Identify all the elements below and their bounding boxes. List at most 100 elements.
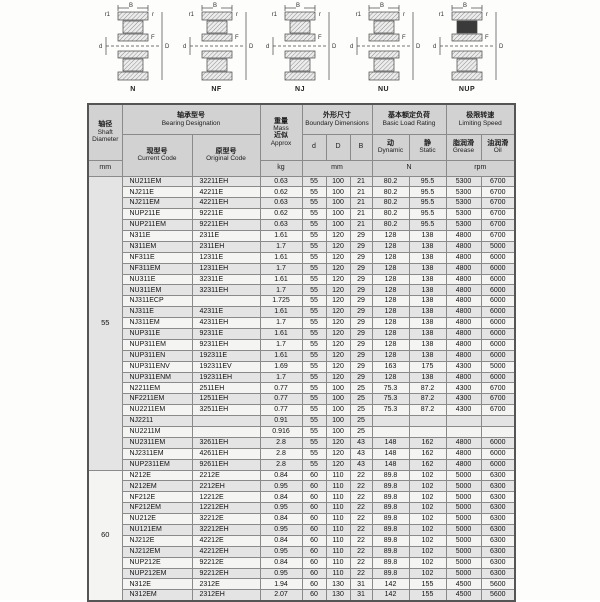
cell-static-load: 102 bbox=[408, 545, 447, 558]
cell-D: 120 bbox=[325, 273, 351, 286]
dim-label-D: D bbox=[499, 44, 504, 50]
cell-static-load bbox=[408, 415, 447, 427]
cell-static-load: 102 bbox=[408, 513, 447, 525]
cell-dynamic-load: 89.8 bbox=[371, 567, 410, 580]
cell-original-code: 92611EH bbox=[191, 458, 261, 471]
cell-B: 22 bbox=[349, 545, 373, 558]
header-static-cn: 静 bbox=[424, 139, 431, 147]
cell-current-code: NUP211EM bbox=[121, 219, 193, 231]
cell-dynamic-load: 128 bbox=[371, 349, 410, 362]
cell-current-code: NU2211EM bbox=[121, 404, 193, 417]
dim-label-D: D bbox=[332, 44, 337, 50]
cell-current-code: NJ212EM bbox=[121, 545, 193, 558]
cell-static-load: 138 bbox=[408, 295, 447, 308]
cell-D: 110 bbox=[325, 545, 351, 558]
cell-B: 31 bbox=[349, 589, 373, 602]
cell-B: 25 bbox=[349, 404, 373, 417]
cell-original-code: 192311EH bbox=[191, 371, 261, 384]
cell-d: 60 bbox=[301, 513, 327, 525]
cell-D: 120 bbox=[325, 327, 351, 340]
dim-label-F: F bbox=[485, 35, 489, 41]
cell-oil-speed: 6700 bbox=[480, 219, 516, 231]
cell-oil-speed: 6300 bbox=[480, 469, 516, 482]
cell-d: 60 bbox=[301, 578, 327, 591]
cell-B: 21 bbox=[349, 186, 373, 199]
cell-oil-speed: 5600 bbox=[480, 589, 516, 602]
cell-d: 55 bbox=[301, 186, 327, 199]
header-grease-en: Grease bbox=[452, 147, 475, 155]
cell-static-load: 138 bbox=[408, 327, 447, 340]
cell-oil-speed: 5000 bbox=[480, 360, 516, 373]
cell-mass: 0.95 bbox=[259, 502, 303, 515]
cell-dynamic-load: 75.3 bbox=[371, 382, 410, 395]
cell-current-code: NUP212EM bbox=[121, 567, 193, 580]
cell-current-code: NU121EM bbox=[121, 524, 193, 536]
table-row: NU311EM 32311EH 1.7 55 120 29 128 138 4800 6000 bbox=[88, 284, 516, 297]
dim-label-d: d bbox=[350, 44, 353, 50]
cell-dynamic-load: 128 bbox=[371, 371, 410, 384]
cell-static-load: 95.5 bbox=[408, 186, 447, 199]
cell-grease-speed: 5000 bbox=[445, 556, 482, 569]
cell-mass: 2.8 bbox=[259, 447, 303, 460]
cell-mass: 1.7 bbox=[259, 284, 303, 297]
cell-B: 22 bbox=[349, 534, 373, 547]
cell-B: 22 bbox=[349, 469, 373, 482]
cell-d: 55 bbox=[301, 338, 327, 351]
cell-D: 110 bbox=[325, 480, 351, 493]
table-row: N311EM 2311EH 1.7 55 120 29 128 138 4800 5000 bbox=[88, 240, 516, 253]
cell-grease-speed bbox=[445, 425, 482, 438]
cell-D: 110 bbox=[325, 513, 351, 525]
cell-oil-speed: 6000 bbox=[480, 306, 516, 319]
cell-original-code: 12212EH bbox=[191, 502, 261, 515]
cell-dynamic-load: 128 bbox=[371, 338, 410, 351]
cell-mass: 0.916 bbox=[259, 425, 303, 438]
cell-d: 60 bbox=[301, 567, 327, 580]
cell-dynamic-load: 128 bbox=[371, 262, 410, 275]
cell-static-load: 102 bbox=[408, 502, 447, 515]
cell-grease-speed: 4800 bbox=[445, 338, 482, 351]
dim-label-r1: r1 bbox=[105, 12, 111, 18]
cell-static-load: 138 bbox=[408, 262, 447, 275]
cell-D: 120 bbox=[325, 284, 351, 297]
cell-D: 110 bbox=[325, 534, 351, 547]
header-original-cn: 原型号 bbox=[215, 147, 237, 155]
cell-mass: 1.61 bbox=[259, 251, 303, 264]
cell-dynamic-load bbox=[371, 425, 410, 438]
cell-B: 29 bbox=[349, 251, 373, 264]
cell-mass: 1.61 bbox=[259, 349, 303, 362]
cell-dynamic-load: 128 bbox=[371, 284, 410, 297]
header-basic-load-rating: 基本额定负荷 Basic Load Rating bbox=[371, 103, 447, 135]
cell-static-load: 102 bbox=[408, 556, 447, 569]
cell-d: 55 bbox=[301, 306, 327, 319]
header-current-code: 现型号 Current Code bbox=[121, 133, 193, 177]
cell-oil-speed: 6700 bbox=[480, 175, 516, 188]
cell-d: 55 bbox=[301, 458, 327, 471]
cell-original-code: 92212E bbox=[191, 556, 261, 569]
header-boundary-cn: 外形尺寸 bbox=[323, 111, 351, 119]
cell-B: 21 bbox=[349, 175, 373, 188]
cell-dynamic-load: 89.8 bbox=[371, 491, 410, 504]
table-row: NUP311EM 92311EH 1.7 55 120 29 128 138 4800 6000 bbox=[88, 338, 516, 351]
cell-static-load: 138 bbox=[408, 338, 447, 351]
table-row: NUP311E 92311E 1.61 55 120 29 128 138 4800 6000 bbox=[88, 327, 516, 340]
cell-D: 120 bbox=[325, 458, 351, 471]
cell-dynamic-load: 163 bbox=[371, 360, 410, 373]
cell-static-load: 138 bbox=[408, 306, 447, 319]
cell-D: 120 bbox=[325, 295, 351, 308]
cell-grease-speed: 4300 bbox=[445, 404, 482, 417]
cell-oil-speed: 6000 bbox=[480, 295, 516, 308]
cell-grease-speed: 4800 bbox=[445, 284, 482, 297]
cell-D: 100 bbox=[325, 425, 351, 438]
cell-mass: 2.07 bbox=[259, 589, 303, 602]
cell-static-load: 138 bbox=[408, 349, 447, 362]
cell-grease-speed: 4800 bbox=[445, 295, 482, 308]
cell-static-load: 138 bbox=[408, 229, 447, 242]
cell-current-code: N212E bbox=[121, 469, 193, 482]
cell-B: 21 bbox=[349, 197, 373, 210]
cell-B: 25 bbox=[349, 382, 373, 395]
cell-static-load: 138 bbox=[408, 317, 447, 329]
dim-label-r: r bbox=[486, 12, 488, 18]
cell-d: 60 bbox=[301, 545, 327, 558]
table-row: 60 N212E 2212E 0.84 60 110 22 89.8 102 5000 6300 bbox=[87, 469, 516, 602]
cell-D: 110 bbox=[325, 567, 351, 580]
